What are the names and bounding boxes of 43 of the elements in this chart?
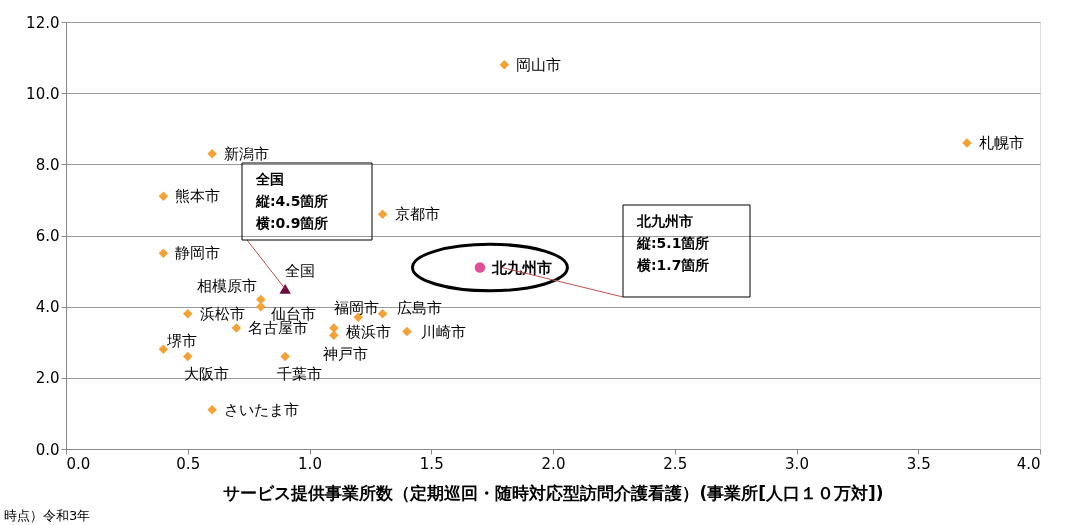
annotation: 縦:4.5箇所 — [255, 193, 329, 209]
x-tick-label: 1.0 — [298, 454, 322, 473]
y-tick-label: 8.0 — [35, 155, 60, 174]
series-label: 千葉市 — [277, 365, 323, 384]
series-label: 広島市 — [396, 298, 442, 317]
series-label: 熊本市 — [175, 187, 221, 206]
series-label: 堺市 — [166, 332, 198, 351]
text: 時点）令和3年 — [4, 508, 91, 523]
x-tick-label: 1.5 — [419, 454, 444, 473]
annotation: 縦:5.1箇所 — [636, 235, 710, 251]
annotation: 北九州市 — [636, 213, 693, 229]
x-axis-title: サービス提供事業所数（定期巡回・随時対応型訪問介護看護）(事業所[人口１０万対]) — [223, 482, 884, 503]
x-tick-label: 4.0 — [1016, 454, 1041, 473]
series-label: 大阪市 — [183, 365, 229, 384]
x-tick-label: 3.0 — [785, 454, 809, 473]
y-tick-label: 6.0 — [35, 227, 60, 245]
annotation: 横:1.7箇所 — [636, 257, 710, 273]
annotation: 横:0.9箇所 — [255, 215, 329, 231]
annotation: 全国 — [255, 171, 284, 187]
x-tick-label: 3.5 — [906, 454, 931, 473]
series-label: 岡山市 — [516, 55, 562, 74]
series-label: 札幌市 — [978, 133, 1024, 152]
series-label: 新潟市 — [224, 144, 270, 163]
series-label: 神戸市 — [323, 345, 369, 364]
y-tick-label: 0.0 — [35, 440, 60, 459]
y-tick-label: 10.0 — [26, 84, 60, 103]
series-label: 浜松市 — [199, 304, 245, 323]
series-label: 横浜市 — [345, 323, 391, 342]
x-tick-label: 2.0 — [541, 454, 566, 473]
y-tick-label: 12.0 — [26, 13, 60, 32]
series-label: 京都市 — [394, 205, 440, 224]
series-label: 川崎市 — [420, 322, 466, 341]
series-label: 北九州市 — [490, 258, 552, 277]
y-tick-label: 4.0 — [35, 298, 60, 317]
series-label: 相模原市 — [196, 276, 257, 295]
x-tick-label: 0.0 — [66, 454, 91, 473]
series-label: 全国 — [285, 261, 316, 280]
y-tick-label: 2.0 — [35, 369, 60, 388]
x-tick-label: 2.5 — [663, 454, 688, 473]
series-label: さいたま市 — [224, 400, 300, 419]
x-tick-label: 0.5 — [176, 454, 201, 473]
series-label: 静岡市 — [175, 244, 221, 263]
series-label: 福岡市 — [333, 299, 379, 318]
